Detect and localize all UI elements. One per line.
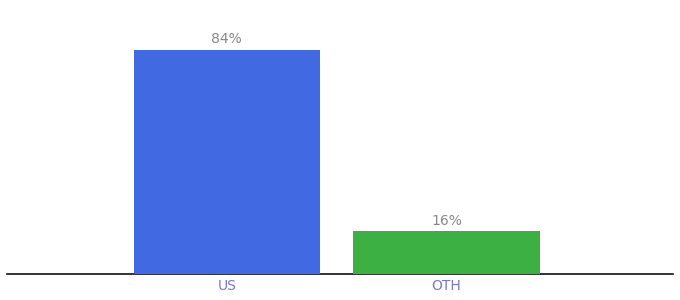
Text: 84%: 84% bbox=[211, 32, 242, 46]
Text: 16%: 16% bbox=[431, 214, 462, 228]
Bar bbox=[354, 231, 540, 274]
Bar bbox=[133, 50, 320, 274]
